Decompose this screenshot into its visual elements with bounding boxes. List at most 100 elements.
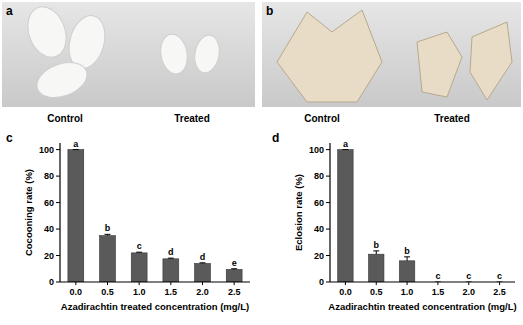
y-tick [326,229,330,230]
y-tick [56,202,60,203]
y-tick-label: 100 [39,145,54,155]
y-tick-label: 0 [319,277,324,287]
y-tick [56,282,60,283]
y-tick [56,149,60,150]
error-cap [168,258,174,259]
error-stem [407,257,408,261]
bar [131,253,147,282]
x-tick-label: 0.0 [339,287,352,297]
y-tick [326,282,330,283]
photo-panel: a [2,1,255,107]
significance-letter: b [105,223,111,233]
error-bar [136,252,142,254]
y-axis [59,143,60,282]
error-bar [373,251,379,254]
y-tick-label: 80 [44,171,54,181]
y-tick-label: 80 [314,171,324,181]
photo-panel: b [262,2,521,107]
error-cap [200,262,206,263]
x-tick-label: 0.5 [370,287,383,297]
x-tick [202,282,203,285]
x-tick [468,282,469,285]
significance-letter: e [232,258,237,268]
x-tick [437,282,438,285]
y-tick-label: 60 [314,198,324,208]
error-bar [73,149,79,150]
bar [399,261,414,282]
y-tick-label: 40 [314,224,324,234]
x-tick-label: 0.5 [101,287,114,297]
error-cap [136,252,142,253]
x-axis-title: Azadirachtin treated concentration (mg/L… [61,301,249,312]
x-tick-label: 1.0 [401,287,414,297]
x-tick [407,282,408,285]
bars [338,150,503,282]
significance-letter: c [497,271,502,281]
x-axis [60,281,250,282]
moth [277,10,382,102]
bars [68,150,242,282]
y-tick [326,149,330,150]
photo-caption: Control [47,113,83,124]
significance-letter: d [200,252,206,262]
y-tick [326,202,330,203]
figure: aControlTreatedbControlTreatedcabcdde020… [0,0,523,325]
x-axis [330,281,515,282]
bar [195,263,211,282]
photo-caption: Treated [434,113,470,124]
x-tick [234,282,235,285]
significance-letter: d [168,247,174,257]
x-tick-label: 0.0 [70,287,83,297]
x-tick-label: 2.0 [462,287,475,297]
x-tick-label: 1.0 [133,287,146,297]
x-tick [139,282,140,285]
y-tick [56,229,60,230]
y-axis-title: Eclosion rate (%) [293,174,304,251]
y-tick [56,176,60,177]
moth [470,22,512,100]
bar [68,150,84,282]
bar-chart: dabbccc0204060801000.00.51.01.52.02.5Aza… [272,131,517,312]
x-tick [107,282,108,285]
x-tick [376,282,377,285]
y-tick-label: 60 [44,198,54,208]
bar-chart: cabcdde0204060801000.00.51.01.52.02.5Aza… [6,131,250,312]
y-tick [56,255,60,256]
y-tick [326,176,330,177]
bar [100,236,116,282]
significance-letter: c [466,271,471,281]
error-cap [404,256,410,257]
photo-caption: Control [304,113,340,124]
error-cap [105,234,111,235]
significance-letter: a [73,139,79,149]
y-tick [326,255,330,256]
significance-letter: b [374,240,380,250]
significance-letter: b [404,246,410,256]
x-tick-label: 2.0 [196,287,209,297]
cocoon [158,32,191,76]
panel-label: b [266,4,273,18]
cocoon [192,33,222,75]
photo-background [2,2,255,107]
bar [163,259,179,282]
x-tick-label: 2.5 [493,287,506,297]
y-tick-label: 40 [44,224,54,234]
error-bar [105,234,111,235]
x-axis-title: Azadirachtin treated concentration (mg/L… [328,301,516,312]
y-tick-label: 20 [44,251,54,261]
significance-letter: c [137,241,142,251]
cocoon [21,1,73,62]
x-tick-label: 2.5 [228,287,241,297]
error-cap [231,268,237,269]
x-tick [345,282,346,285]
photo-background [262,2,521,107]
x-tick [499,282,500,285]
y-axis-title: Cocooning rate (%) [23,169,34,256]
x-tick [75,282,76,285]
moth [417,32,462,97]
y-tick-label: 20 [314,251,324,261]
significance-letter: a [343,139,349,149]
bar [369,254,384,282]
y-axis [329,143,330,282]
cocoon [32,56,92,104]
